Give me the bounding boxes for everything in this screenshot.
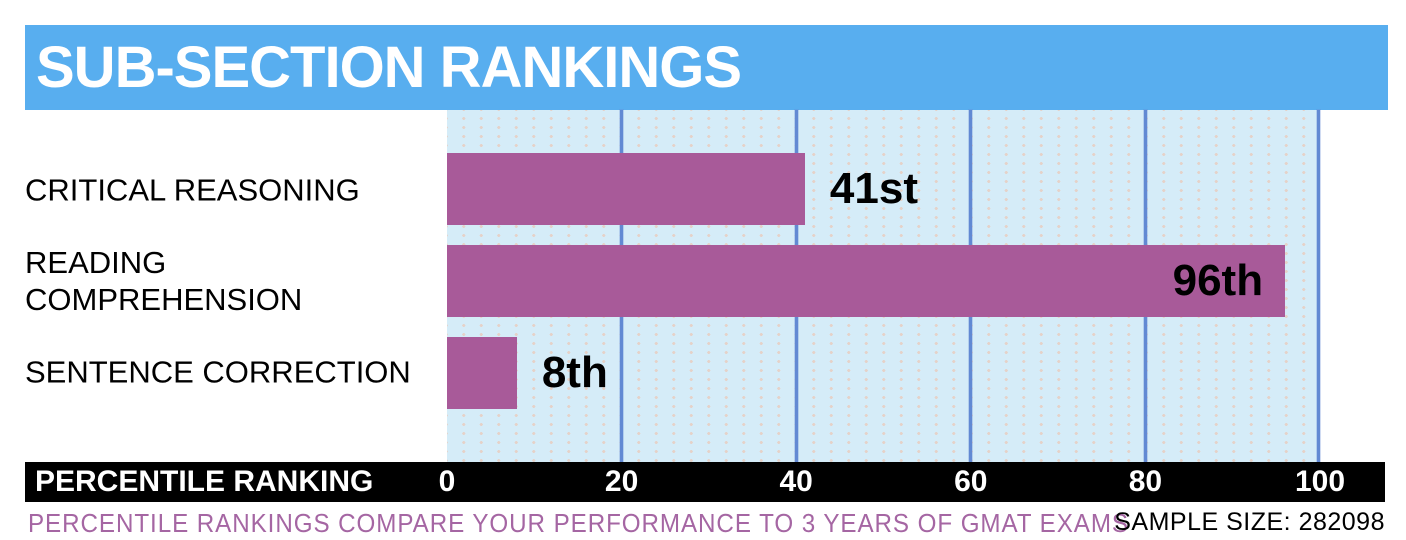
bar-row-reading-comprehension: 96th <box>447 245 1320 317</box>
tick-label-100: 100 <box>1294 465 1346 498</box>
value-label: 8th <box>541 348 608 397</box>
x-axis-bar: PERCENTILE RANKING 0 20 40 60 80 100 <box>25 462 1385 502</box>
footer-caption: PERCENTILE RANKINGS COMPARE YOUR PERFORM… <box>28 508 1129 538</box>
value-label: 96th <box>1172 256 1264 305</box>
bar-sentence-correction <box>447 337 517 409</box>
bar-row-critical-reasoning: 41st <box>447 153 1320 225</box>
sample-size-text: SAMPLE SIZE: 282098 <box>1114 508 1385 536</box>
category-label-sentence-correction: SENTENCE CORRECTION <box>25 354 411 390</box>
gridline-100 <box>1317 110 1320 462</box>
chart-title-bar: SUB-SECTION RANKINGS <box>25 25 1388 110</box>
tick-label-60: 60 <box>954 465 988 498</box>
tick-label-0: 0 <box>438 465 456 498</box>
plot-area: 41st 96th 8th <box>447 110 1320 462</box>
bar-critical-reasoning <box>447 153 805 225</box>
bar-reading-comprehension <box>447 245 1286 317</box>
tick-label-20: 20 <box>604 465 639 498</box>
tick-label-40: 40 <box>779 465 813 498</box>
x-axis-title: PERCENTILE RANKING <box>35 465 374 498</box>
tick-label-80: 80 <box>1128 465 1163 498</box>
page-title: SUB-SECTION RANKINGS <box>36 35 742 100</box>
category-label-reading-comprehension: READING COMPREHENSION <box>25 245 303 317</box>
value-label: 41st <box>829 164 918 213</box>
bar-row-sentence-correction: 8th <box>447 337 1320 409</box>
category-label-critical-reasoning: CRITICAL REASONING <box>25 172 360 208</box>
